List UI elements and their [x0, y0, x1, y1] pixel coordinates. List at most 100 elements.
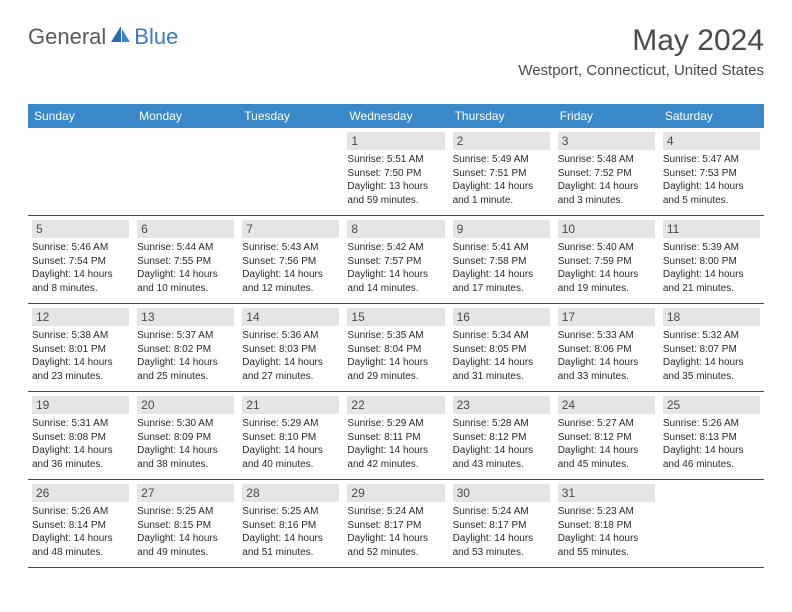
- day-number: 5: [32, 220, 129, 238]
- calendar-day-cell: 21 Sunrise: 5:29 AMSunset: 8:10 PMDayligh…: [238, 392, 343, 480]
- calendar-day-cell: 27 Sunrise: 5:25 AMSunset: 8:15 PMDayligh…: [133, 480, 238, 568]
- calendar-day-cell: 9 Sunrise: 5:41 AMSunset: 7:58 PMDaylight…: [449, 216, 554, 304]
- calendar-day-cell: 13 Sunrise: 5:37 AMSunset: 8:02 PMDayligh…: [133, 304, 238, 392]
- month-title: May 2024: [518, 24, 764, 58]
- calendar-day-cell: 25 Sunrise: 5:26 AMSunset: 8:13 PMDayligh…: [659, 392, 764, 480]
- day-number: 11: [663, 220, 760, 238]
- weekday-header: Wednesday: [343, 104, 448, 128]
- calendar-day-cell: 19 Sunrise: 5:31 AMSunset: 8:08 PMDayligh…: [28, 392, 133, 480]
- day-number: 3: [558, 132, 655, 150]
- day-info: Sunrise: 5:35 AMSunset: 8:04 PMDaylight:…: [347, 329, 444, 383]
- day-number: 8: [347, 220, 444, 238]
- day-number: 2: [453, 132, 550, 150]
- day-info: Sunrise: 5:46 AMSunset: 7:54 PMDaylight:…: [32, 241, 129, 295]
- calendar-empty-cell: [659, 480, 764, 568]
- calendar-empty-cell: [133, 128, 238, 216]
- day-info: Sunrise: 5:39 AMSunset: 8:00 PMDaylight:…: [663, 241, 760, 295]
- day-info: Sunrise: 5:43 AMSunset: 7:56 PMDaylight:…: [242, 241, 339, 295]
- day-number: 12: [32, 308, 129, 326]
- day-number: 19: [32, 396, 129, 414]
- calendar-day-cell: 8 Sunrise: 5:42 AMSunset: 7:57 PMDaylight…: [343, 216, 448, 304]
- calendar-day-cell: 29Sunrise: 5:24 AMSunset: 8:17 PMDayligh…: [343, 480, 448, 568]
- calendar-body: 1 Sunrise: 5:51 AMSunset: 7:50 PMDaylight…: [28, 128, 764, 568]
- calendar-day-cell: 16 Sunrise: 5:34 AMSunset: 8:05 PMDayligh…: [449, 304, 554, 392]
- day-info: Sunrise: 5:26 AMSunset: 8:14 PMDaylight:…: [32, 505, 129, 559]
- day-number: 17: [558, 308, 655, 326]
- logo-text-general: General: [28, 24, 106, 50]
- weekday-header: Tuesday: [238, 104, 343, 128]
- calendar-day-cell: 11 Sunrise: 5:39 AMSunset: 8:00 PMDayligh…: [659, 216, 764, 304]
- weekday-header: Sunday: [28, 104, 133, 128]
- calendar-day-cell: 6 Sunrise: 5:44 AMSunset: 7:55 PMDaylight…: [133, 216, 238, 304]
- day-number: 1: [347, 132, 444, 150]
- day-number: 18: [663, 308, 760, 326]
- day-number: 29: [347, 484, 444, 502]
- day-info: Sunrise: 5:24 AMSunset: 8:17 PMDaylight:…: [453, 505, 550, 559]
- day-info: Sunrise: 5:47 AMSunset: 7:53 PMDaylight:…: [663, 153, 760, 207]
- calendar-header-row: SundayMondayTuesdayWednesdayThursdayFrid…: [28, 104, 764, 128]
- calendar-day-cell: 12Sunrise: 5:38 AMSunset: 8:01 PMDayligh…: [28, 304, 133, 392]
- day-number: 13: [137, 308, 234, 326]
- day-number: 25: [663, 396, 760, 414]
- day-number: 27: [137, 484, 234, 502]
- calendar-day-cell: 26 Sunrise: 5:26 AMSunset: 8:14 PMDayligh…: [28, 480, 133, 568]
- day-number: 7: [242, 220, 339, 238]
- calendar-day-cell: 30 Sunrise: 5:24 AMSunset: 8:17 PMDayligh…: [449, 480, 554, 568]
- calendar-day-cell: 17Sunrise: 5:33 AMSunset: 8:06 PMDayligh…: [554, 304, 659, 392]
- logo-sail-icon: [110, 25, 132, 50]
- calendar-day-cell: 23Sunrise: 5:28 AMSunset: 8:12 PMDayligh…: [449, 392, 554, 480]
- weekday-header: Monday: [133, 104, 238, 128]
- day-info: Sunrise: 5:31 AMSunset: 8:08 PMDaylight:…: [32, 417, 129, 471]
- day-number: 16: [453, 308, 550, 326]
- day-number: 31: [558, 484, 655, 502]
- location-text: Westport, Connecticut, United States: [518, 62, 764, 79]
- day-number: 30: [453, 484, 550, 502]
- day-number: 4: [663, 132, 760, 150]
- day-info: Sunrise: 5:23 AMSunset: 8:18 PMDaylight:…: [558, 505, 655, 559]
- weekday-header: Friday: [554, 104, 659, 128]
- day-info: Sunrise: 5:41 AMSunset: 7:58 PMDaylight:…: [453, 241, 550, 295]
- day-info: Sunrise: 5:25 AMSunset: 8:15 PMDaylight:…: [137, 505, 234, 559]
- calendar: SundayMondayTuesdayWednesdayThursdayFrid…: [28, 104, 764, 568]
- calendar-empty-cell: [28, 128, 133, 216]
- day-info: Sunrise: 5:48 AMSunset: 7:52 PMDaylight:…: [558, 153, 655, 207]
- day-number: 15: [347, 308, 444, 326]
- day-info: Sunrise: 5:27 AMSunset: 8:12 PMDaylight:…: [558, 417, 655, 471]
- calendar-day-cell: 20Sunrise: 5:30 AMSunset: 8:09 PMDayligh…: [133, 392, 238, 480]
- calendar-day-cell: 24Sunrise: 5:27 AMSunset: 8:12 PMDayligh…: [554, 392, 659, 480]
- calendar-day-cell: 31 Sunrise: 5:23 AMSunset: 8:18 PMDayligh…: [554, 480, 659, 568]
- calendar-empty-cell: [238, 128, 343, 216]
- day-info: Sunrise: 5:51 AMSunset: 7:50 PMDaylight:…: [347, 153, 444, 207]
- calendar-day-cell: 15 Sunrise: 5:35 AMSunset: 8:04 PMDayligh…: [343, 304, 448, 392]
- day-info: Sunrise: 5:42 AMSunset: 7:57 PMDaylight:…: [347, 241, 444, 295]
- logo-text-blue: Blue: [134, 24, 178, 50]
- calendar-day-cell: 4 Sunrise: 5:47 AMSunset: 7:53 PMDaylight…: [659, 128, 764, 216]
- day-number: 21: [242, 396, 339, 414]
- calendar-day-cell: 5 Sunrise: 5:46 AMSunset: 7:54 PMDaylight…: [28, 216, 133, 304]
- day-info: Sunrise: 5:30 AMSunset: 8:09 PMDaylight:…: [137, 417, 234, 471]
- day-info: Sunrise: 5:26 AMSunset: 8:13 PMDaylight:…: [663, 417, 760, 471]
- day-info: Sunrise: 5:29 AMSunset: 8:11 PMDaylight:…: [347, 417, 444, 471]
- calendar-day-cell: 10Sunrise: 5:40 AMSunset: 7:59 PMDayligh…: [554, 216, 659, 304]
- day-number: 6: [137, 220, 234, 238]
- day-number: 23: [453, 396, 550, 414]
- day-number: 22: [347, 396, 444, 414]
- calendar-day-cell: 22 Sunrise: 5:29 AMSunset: 8:11 PMDayligh…: [343, 392, 448, 480]
- day-info: Sunrise: 5:25 AMSunset: 8:16 PMDaylight:…: [242, 505, 339, 559]
- day-info: Sunrise: 5:44 AMSunset: 7:55 PMDaylight:…: [137, 241, 234, 295]
- weekday-header: Saturday: [659, 104, 764, 128]
- day-info: Sunrise: 5:34 AMSunset: 8:05 PMDaylight:…: [453, 329, 550, 383]
- day-info: Sunrise: 5:32 AMSunset: 8:07 PMDaylight:…: [663, 329, 760, 383]
- day-info: Sunrise: 5:40 AMSunset: 7:59 PMDaylight:…: [558, 241, 655, 295]
- calendar-day-cell: 18 Sunrise: 5:32 AMSunset: 8:07 PMDayligh…: [659, 304, 764, 392]
- calendar-day-cell: 2Sunrise: 5:49 AMSunset: 7:51 PMDaylight…: [449, 128, 554, 216]
- header-right: May 2024 Westport, Connecticut, United S…: [518, 24, 764, 79]
- calendar-day-cell: 7 Sunrise: 5:43 AMSunset: 7:56 PMDaylight…: [238, 216, 343, 304]
- logo: General Blue: [28, 24, 178, 50]
- day-number: 9: [453, 220, 550, 238]
- day-info: Sunrise: 5:37 AMSunset: 8:02 PMDaylight:…: [137, 329, 234, 383]
- day-info: Sunrise: 5:29 AMSunset: 8:10 PMDaylight:…: [242, 417, 339, 471]
- day-number: 14: [242, 308, 339, 326]
- calendar-day-cell: 14Sunrise: 5:36 AMSunset: 8:03 PMDayligh…: [238, 304, 343, 392]
- day-number: 26: [32, 484, 129, 502]
